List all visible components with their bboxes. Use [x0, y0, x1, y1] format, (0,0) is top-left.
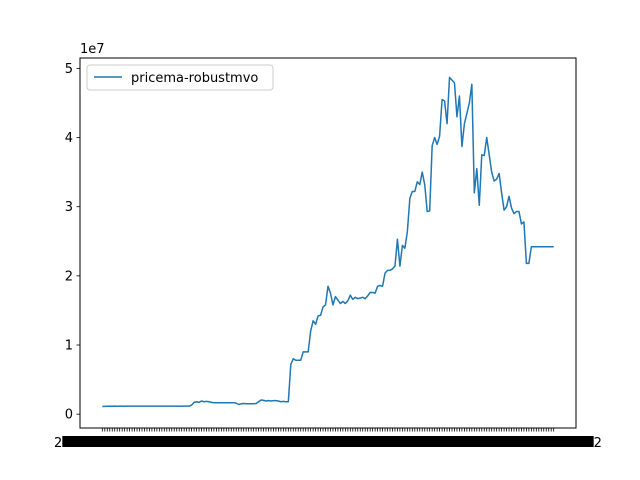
- y-tick-label: 5: [65, 62, 73, 77]
- legend-box: [86, 64, 274, 91]
- legend-label: pricema-robustmvo: [131, 71, 258, 86]
- series-line-pricema-robustmvo: [102, 76, 554, 408]
- legend: pricema-robustmvo: [86, 64, 274, 91]
- y-tick-label: 0: [65, 408, 73, 423]
- x-tick-label-first: 2: [54, 436, 62, 451]
- y-axis: 0 1 2 3 4 5: [65, 62, 80, 423]
- axes-frame: [79, 57, 577, 429]
- y-tick-label: 1: [65, 339, 73, 354]
- plot-area: [102, 76, 554, 408]
- y-tick-label: 3: [65, 200, 73, 215]
- y-tick-label: 4: [65, 131, 73, 146]
- y-tick-label: 2: [65, 269, 73, 284]
- x-tick-label-last: 2: [594, 436, 602, 451]
- x-tick-labels-overlap: [62, 436, 594, 447]
- y-offset-text: 1e7: [80, 42, 105, 57]
